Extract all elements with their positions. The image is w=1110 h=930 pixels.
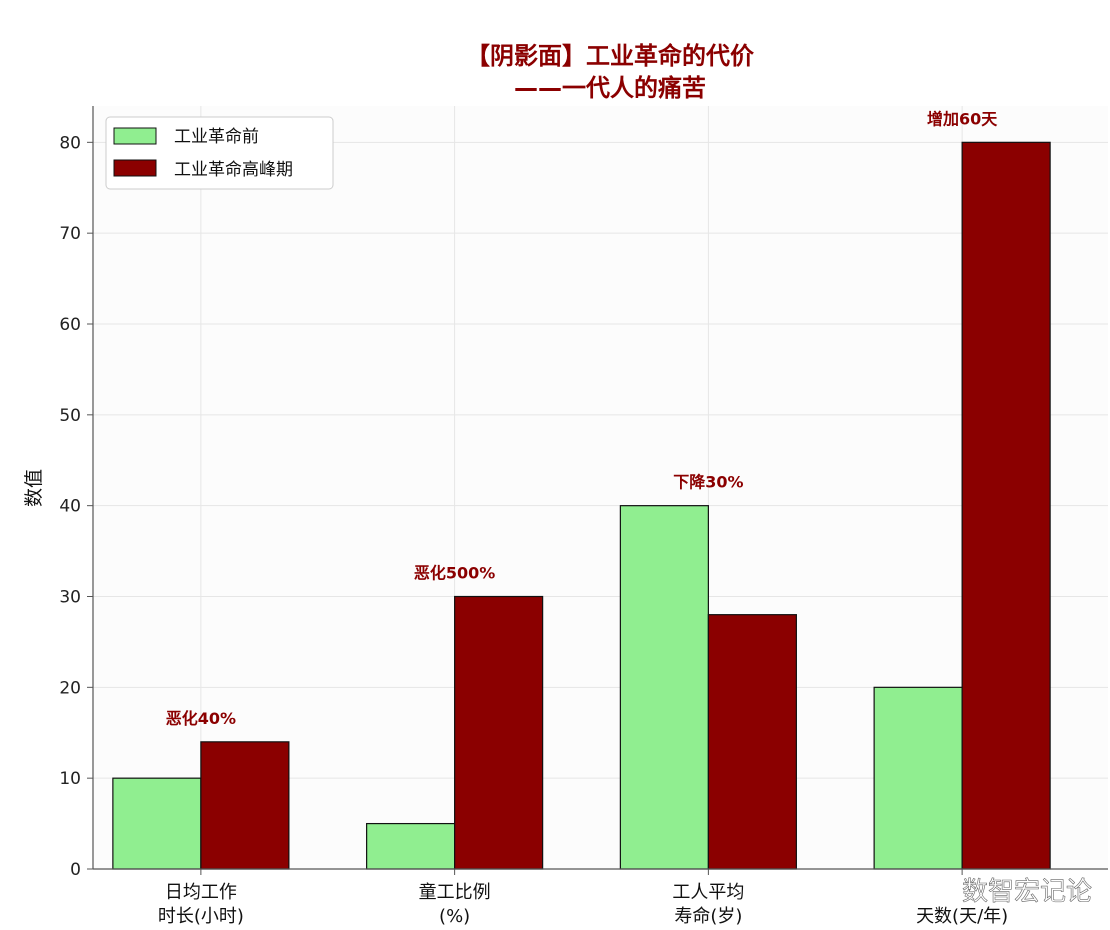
- y-tick-label: 40: [59, 497, 81, 517]
- chart-title-line-1: 【阴影面】工业革命的代价: [466, 42, 755, 70]
- x-tick-label: 童工比例: [419, 882, 491, 903]
- bars: [112, 141, 1051, 870]
- y-tick-label: 20: [59, 678, 81, 698]
- y-axis-label: 数值: [23, 469, 45, 507]
- legend-label-before: 工业革命前: [174, 127, 259, 147]
- y-tick-label: 60: [59, 315, 81, 335]
- x-tick-label: 工人平均: [672, 882, 744, 903]
- bar-peak: [454, 595, 544, 870]
- x-tick-label: 日均工作: [165, 882, 237, 903]
- bar-before: [873, 686, 963, 870]
- bar-peak: [961, 141, 1051, 870]
- x-tick-label: 天数(天/年): [916, 906, 1008, 927]
- legend-swatch-before: [113, 127, 157, 145]
- bar-annotation: 恶化500%: [414, 564, 495, 583]
- y-ticks: 0 10 20 30 40 50 60 70 80: [59, 133, 93, 880]
- watermark-text: 数智宏记论: [962, 877, 1092, 907]
- annotations: 恶化40% 恶化500% 下降30% 增加60天: [166, 109, 999, 728]
- bar-annotation: 下降30%: [673, 473, 743, 492]
- y-tick-label: 80: [59, 133, 81, 153]
- y-tick-label: 70: [59, 224, 81, 244]
- y-tick-label: 50: [59, 406, 81, 426]
- y-tick-label: 0: [70, 860, 81, 880]
- bar-before: [112, 777, 202, 870]
- legend: 工业革命前 工业革命高峰期: [105, 116, 334, 190]
- chart-title-line-2: ——一代人的痛苦: [514, 74, 706, 102]
- bar-annotation: 恶化40%: [166, 709, 236, 728]
- bar-before: [366, 822, 456, 870]
- x-tick-label: (%): [439, 906, 470, 927]
- bar-peak: [707, 614, 797, 870]
- bar-annotation: 增加60天: [927, 109, 998, 128]
- bar-before: [619, 505, 709, 870]
- legend-label-peak: 工业革命高峰期: [174, 160, 293, 180]
- bar-peak: [200, 741, 290, 870]
- x-tick-label: 时长(小时): [158, 906, 244, 927]
- legend-swatch-peak: [113, 159, 157, 177]
- y-tick-label: 10: [59, 769, 81, 789]
- y-tick-label: 30: [59, 588, 81, 608]
- legend-box: [105, 116, 334, 190]
- x-tick-label: 寿命(岁): [674, 906, 742, 927]
